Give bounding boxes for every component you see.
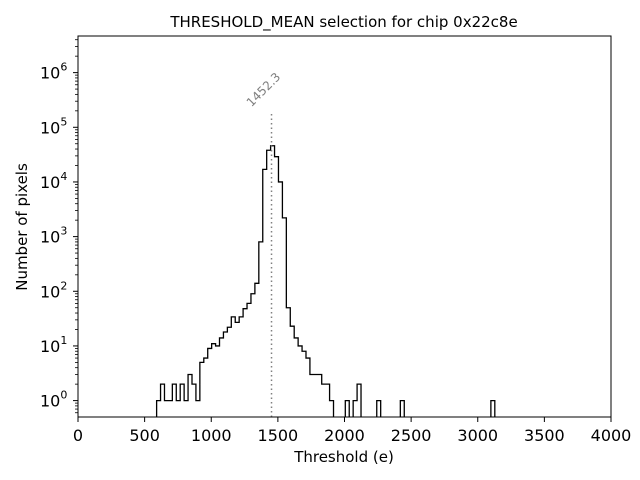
x-tick-label: 3000 bbox=[457, 426, 498, 445]
x-tick-label: 4000 bbox=[591, 426, 632, 445]
x-axis-label: Threshold (e) bbox=[293, 448, 394, 466]
y-tick-label: 100 bbox=[40, 389, 67, 411]
x-tick-label: 500 bbox=[129, 426, 160, 445]
x-tick-label: 1000 bbox=[191, 426, 232, 445]
chart-title: THRESHOLD_MEAN selection for chip 0x22c8… bbox=[169, 13, 517, 32]
x-tick-label: 3500 bbox=[524, 426, 565, 445]
y-tick-label: 102 bbox=[40, 279, 67, 301]
y-tick-label: 103 bbox=[40, 225, 67, 247]
x-tick-label: 0 bbox=[73, 426, 83, 445]
y-tick-label: 105 bbox=[40, 115, 67, 137]
x-tick-label: 2000 bbox=[324, 426, 365, 445]
x-tick-label: 1500 bbox=[258, 426, 299, 445]
y-tick-label: 104 bbox=[40, 170, 67, 192]
x-tick-label: 2500 bbox=[391, 426, 432, 445]
y-tick-label: 101 bbox=[40, 334, 67, 356]
x-axis: 0 500 1000 1500 2000 2500 3000 3500 4000 bbox=[73, 417, 631, 445]
y-axis: 100 101 102 103 104 105 106 bbox=[40, 39, 78, 414]
y-axis-label: Number of pixels bbox=[13, 163, 31, 291]
y-tick-label: 106 bbox=[40, 61, 67, 83]
histogram-outline bbox=[155, 145, 496, 417]
